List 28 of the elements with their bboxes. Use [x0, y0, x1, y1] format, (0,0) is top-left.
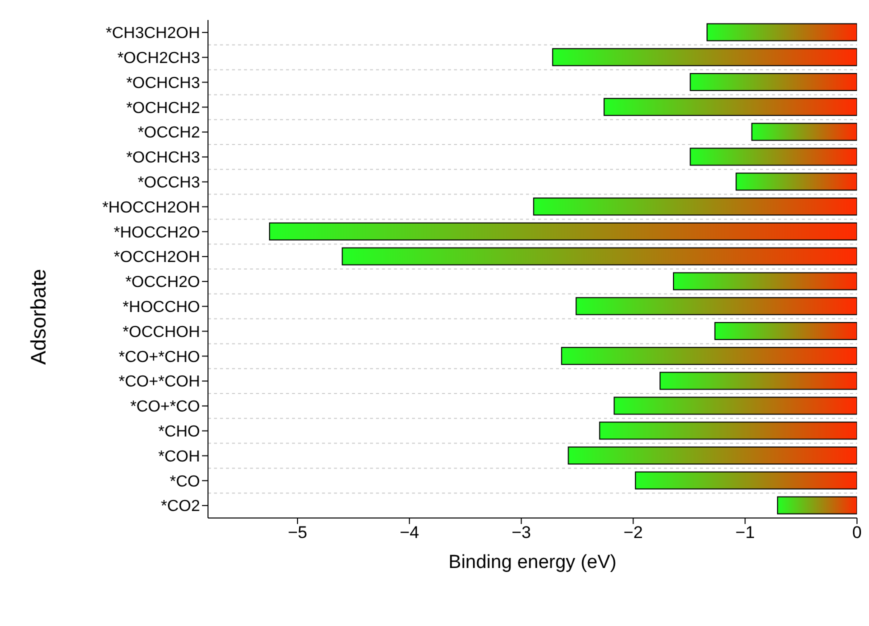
y-tick-label: *HOCCHO [122, 299, 200, 316]
y-tick-label: *CO+*CHO [118, 348, 200, 366]
y-tick-label: *HOCCH2O [114, 224, 200, 242]
x-tick-label: −1 [735, 523, 755, 542]
y-tick-label: *OCH2CH3 [117, 50, 200, 68]
y-tick-label: *CO+*COH [118, 374, 200, 391]
y-tick-label: *CO+*CO [130, 398, 200, 416]
y-tick-label: *CO [170, 473, 200, 490]
y-tick-label: *OCCH2O [125, 274, 200, 292]
y-tick-label: *OCHCH3 [126, 150, 200, 167]
x-axis-title: Binding energy (eV) [448, 552, 616, 573]
y-tick-label: *OCHCH3 [126, 74, 200, 92]
y-tick-label: *CH3CH2OH [106, 25, 200, 42]
y-tick-label: *CO2 [160, 498, 200, 516]
x-tick-label: −3 [512, 523, 532, 542]
y-tick-label: *CHO [158, 424, 200, 441]
x-tick-label: −4 [400, 523, 420, 542]
y-tick-label: *OCCHOH [122, 324, 200, 341]
y-tick-label: *COH [158, 448, 200, 466]
x-tick-label: −5 [288, 523, 308, 542]
y-tick-label: *OCHCH2 [126, 100, 200, 117]
y-tick-label: *OCCH2 [138, 124, 200, 142]
y-tick-label: *HOCCH2OH [102, 199, 200, 216]
x-tick-label: 0 [852, 523, 862, 542]
y-tick-label: *OCCH2OH [114, 249, 200, 266]
x-tick-label: −2 [624, 523, 643, 542]
y-tick-label: *OCCH3 [138, 174, 200, 192]
y-axis-title: Adsorbate [27, 269, 50, 365]
